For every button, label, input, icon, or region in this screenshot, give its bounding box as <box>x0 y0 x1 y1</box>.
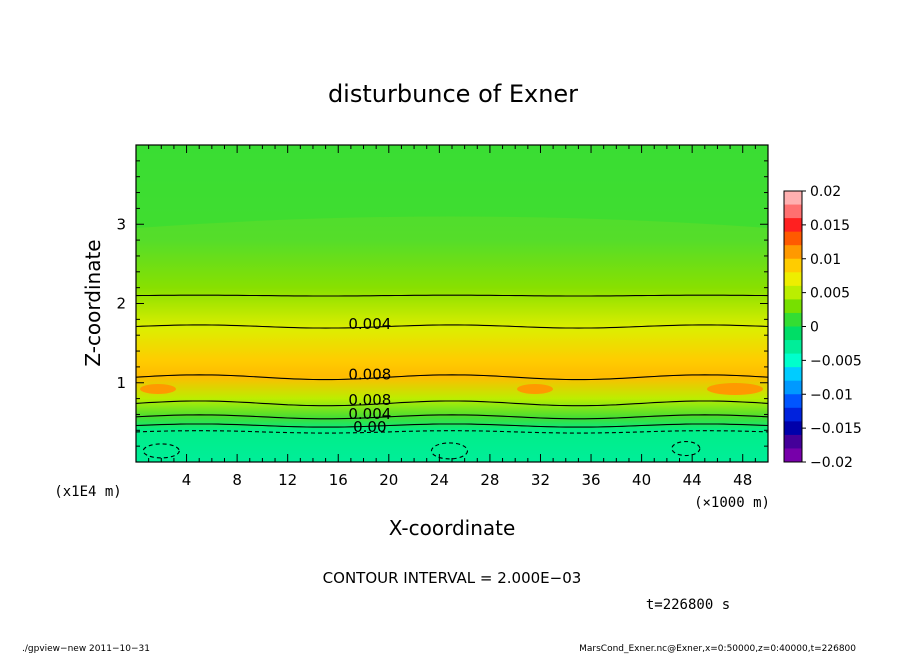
field-band-upper <box>136 145 768 228</box>
colorbar-segment <box>784 218 802 233</box>
x-tick-label: 40 <box>632 471 651 489</box>
colorbar-segment <box>784 312 802 327</box>
x-tick-label: 32 <box>531 471 550 489</box>
contour-line <box>136 374 768 381</box>
x-tick-label: 28 <box>480 471 499 489</box>
x-tick-label: 4 <box>182 471 192 489</box>
x-tick-label: 44 <box>683 471 702 489</box>
contour-line <box>136 423 768 428</box>
x-tick-label: 12 <box>278 471 297 489</box>
contour-interval-caption: CONTOUR INTERVAL = 2.000E−03 <box>323 569 582 587</box>
footer-left: ./gpview−new 2011−10−31 <box>22 644 150 654</box>
colorbar-label: −0.005 <box>810 353 862 369</box>
contour-dashed-cell <box>142 443 180 459</box>
time-caption: t=226800 s <box>646 597 730 613</box>
colorbar-segment <box>784 285 802 300</box>
x-unit-label: (×1000 m) <box>694 495 770 511</box>
contour-label: 0.008 <box>348 366 391 384</box>
colorbar-segment <box>784 299 802 314</box>
x-axis-label: X-coordinate <box>389 516 516 540</box>
colorbar-label: 0 <box>810 320 819 336</box>
contour-line <box>136 324 768 329</box>
colorbar-segment <box>784 353 802 368</box>
x-tick-label: 16 <box>329 471 348 489</box>
x-tick-label: 36 <box>581 471 600 489</box>
colorbar-segment <box>784 407 802 422</box>
y-tick-label: 1 <box>116 374 126 392</box>
contour-line <box>136 400 768 407</box>
colorbar-segment <box>784 204 802 219</box>
x-tick-labels: 4 8 12 16 20 24 28 32 36 40 44 48 <box>182 471 752 489</box>
colorbar-segment <box>784 421 802 436</box>
x-tick-label: 8 <box>232 471 242 489</box>
axis-ticks <box>136 145 768 462</box>
y-tick-label: 2 <box>116 295 126 313</box>
colorbar-segment <box>784 258 802 273</box>
contour-label: 0.008 <box>348 391 391 409</box>
colorbar-label: 0.005 <box>810 286 850 302</box>
contour-line <box>136 430 768 434</box>
colorbar-segment <box>784 367 802 382</box>
field-max-blob <box>517 384 553 394</box>
colorbar-label: −0.02 <box>810 455 853 471</box>
contour-label: 0.00 <box>353 418 386 436</box>
x-tick-label: 48 <box>733 471 752 489</box>
colorbar-segment <box>784 272 802 287</box>
colorbar-segment <box>784 340 802 355</box>
colorbar-segment <box>784 231 802 246</box>
colorbar-segment <box>784 326 802 341</box>
contour-line <box>136 294 768 297</box>
x-tick-label: 24 <box>430 471 449 489</box>
contour-line <box>136 414 768 420</box>
colorbar-segment <box>784 434 802 449</box>
contour-dashed-cell <box>671 440 701 457</box>
contour-label: 0.004 <box>348 315 391 333</box>
colorbar-label: −0.01 <box>810 387 853 403</box>
y-axis-label: Z-coordinate <box>81 239 105 366</box>
contour-dashed-cell <box>430 442 469 460</box>
colorbar-label: 0.01 <box>810 252 841 268</box>
y-tick-labels: 1 2 3 <box>116 215 126 392</box>
contour-lines <box>136 294 768 460</box>
footer-right: MarsCond_Exner.nc@Exner,x=0:50000,z=0:40… <box>579 644 856 654</box>
chart-title: disturbunce of Exner <box>328 80 578 108</box>
colorbar-segment <box>784 191 802 206</box>
colorbar-labels: 0.02 0.015 0.01 0.005 0 −0.005 −0.01 −0.015 −0.0… <box>802 184 862 471</box>
colorbar-label: 0.02 <box>810 184 841 200</box>
contour-label: 0.004 <box>348 405 391 423</box>
y-tick-label: 3 <box>116 215 126 233</box>
colorbar <box>783 190 803 463</box>
field-max-blob <box>140 384 176 394</box>
colorbar-segment <box>784 380 802 395</box>
colorbar-label: −0.015 <box>810 421 862 437</box>
y-unit-label: (x1E4 m) <box>54 484 121 500</box>
colorbar-label: 0.015 <box>810 218 850 234</box>
x-tick-label: 20 <box>379 471 398 489</box>
field-max-blob <box>707 383 763 395</box>
colorbar-segment <box>784 448 802 463</box>
colorbar-segment <box>784 245 802 260</box>
colorbar-segment <box>784 394 802 409</box>
